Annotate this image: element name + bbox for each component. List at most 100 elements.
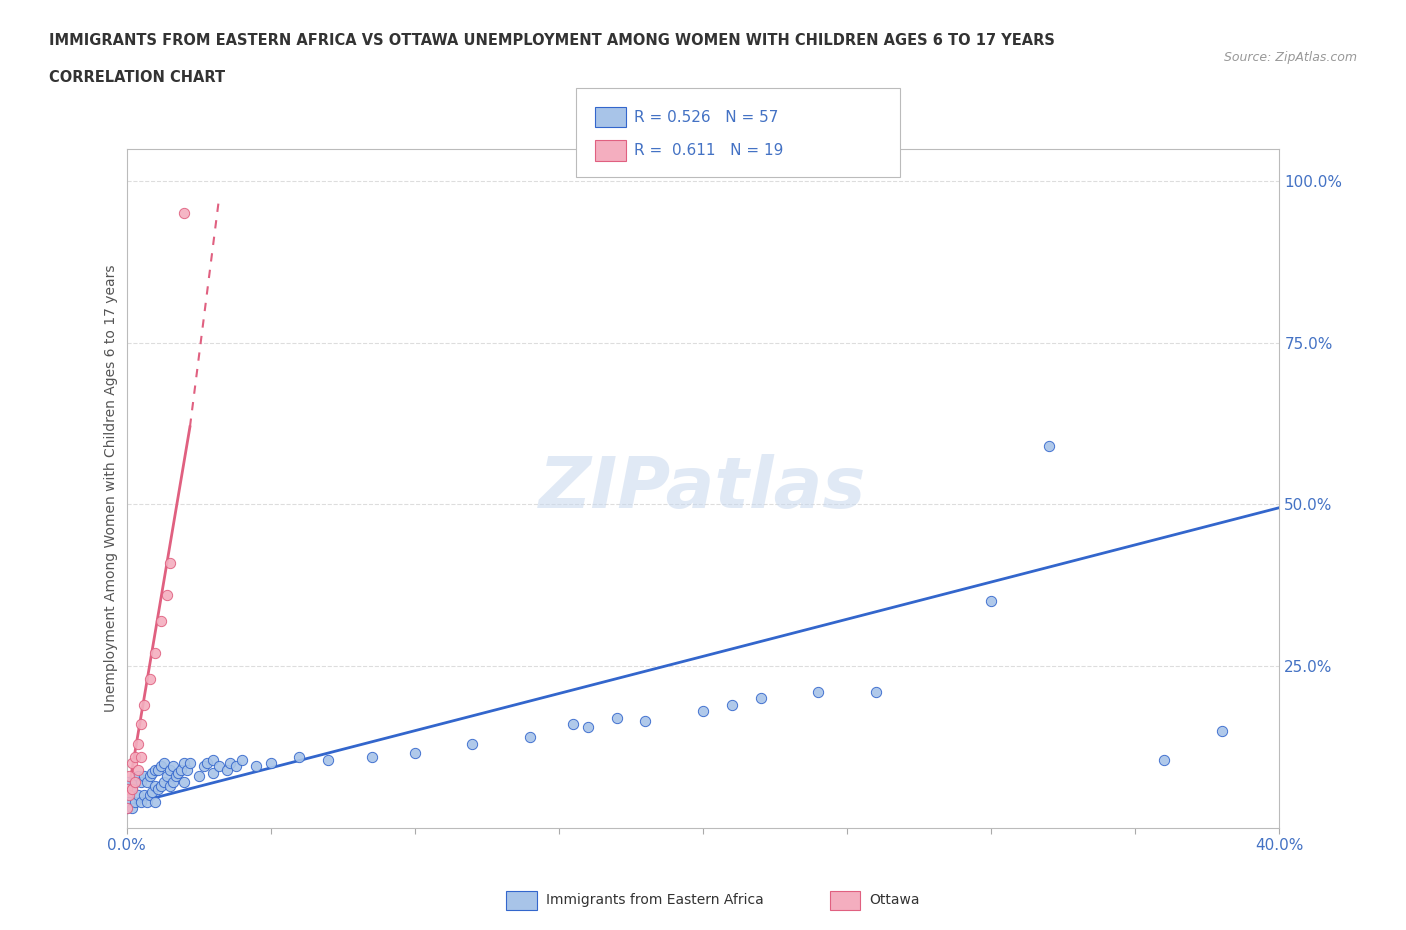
- Point: [145, 762, 166, 777]
- Point: [865, 684, 887, 699]
- Point: [1211, 724, 1233, 738]
- Point: [127, 737, 149, 751]
- Point: [115, 801, 138, 816]
- Point: [162, 775, 184, 790]
- Point: [202, 752, 225, 767]
- Point: [118, 788, 141, 803]
- Text: Source: ZipAtlas.com: Source: ZipAtlas.com: [1223, 51, 1357, 64]
- Point: [132, 698, 155, 712]
- Text: ZIPatlas: ZIPatlas: [540, 454, 866, 523]
- Point: [127, 788, 149, 803]
- Point: [145, 645, 166, 660]
- Point: [132, 768, 155, 783]
- Point: [121, 755, 143, 770]
- Point: [208, 759, 231, 774]
- Point: [118, 768, 141, 783]
- Text: R =  0.611   N = 19: R = 0.611 N = 19: [634, 143, 783, 158]
- Point: [141, 765, 163, 780]
- Point: [115, 801, 138, 816]
- Point: [145, 794, 166, 809]
- Point: [153, 755, 176, 770]
- Point: [605, 711, 627, 725]
- Point: [115, 775, 138, 790]
- Point: [562, 717, 585, 732]
- Point: [404, 746, 426, 761]
- Point: [150, 614, 173, 629]
- Point: [176, 762, 198, 777]
- Point: [135, 775, 157, 790]
- Point: [150, 778, 173, 793]
- Text: CORRELATION CHART: CORRELATION CHART: [49, 70, 225, 85]
- Point: [173, 755, 195, 770]
- Point: [159, 778, 181, 793]
- Point: [634, 713, 657, 728]
- Point: [159, 555, 181, 570]
- Point: [135, 794, 157, 809]
- Point: [173, 206, 195, 221]
- Point: [159, 762, 181, 777]
- Point: [461, 737, 484, 751]
- Point: [202, 765, 225, 780]
- Point: [245, 759, 267, 774]
- Point: [167, 765, 190, 780]
- Point: [1153, 752, 1175, 767]
- Point: [217, 762, 239, 777]
- Point: [187, 768, 209, 783]
- Point: [318, 752, 340, 767]
- Point: [148, 781, 170, 796]
- Point: [121, 781, 143, 796]
- Text: IMMIGRANTS FROM EASTERN AFRICA VS OTTAWA UNEMPLOYMENT AMONG WOMEN WITH CHILDREN : IMMIGRANTS FROM EASTERN AFRICA VS OTTAWA…: [49, 33, 1054, 47]
- Point: [259, 755, 281, 770]
- Point: [749, 691, 772, 706]
- Point: [720, 698, 742, 712]
- Point: [129, 794, 152, 809]
- Point: [129, 775, 152, 790]
- Text: Ottawa: Ottawa: [869, 893, 920, 908]
- Point: [138, 788, 160, 803]
- Point: [162, 759, 184, 774]
- Point: [219, 755, 242, 770]
- Point: [1038, 439, 1060, 454]
- Point: [148, 762, 170, 777]
- Y-axis label: Unemployment Among Women with Children Ages 6 to 17 years: Unemployment Among Women with Children A…: [104, 264, 118, 712]
- Point: [231, 752, 253, 767]
- Point: [288, 750, 311, 764]
- Point: [692, 704, 714, 719]
- Point: [138, 671, 160, 686]
- Point: [173, 775, 195, 790]
- Point: [121, 801, 143, 816]
- Point: [129, 750, 152, 764]
- Point: [153, 775, 176, 790]
- Point: [193, 759, 215, 774]
- Point: [980, 594, 1002, 609]
- Point: [115, 788, 138, 803]
- Point: [179, 755, 201, 770]
- Point: [576, 720, 599, 735]
- Point: [127, 762, 149, 777]
- Point: [195, 755, 218, 770]
- Point: [225, 759, 247, 774]
- Point: [807, 684, 830, 699]
- Point: [129, 717, 152, 732]
- Point: [124, 794, 146, 809]
- Point: [141, 785, 163, 800]
- Point: [156, 588, 179, 603]
- Text: R = 0.526   N = 57: R = 0.526 N = 57: [634, 110, 779, 125]
- Point: [519, 730, 541, 745]
- Point: [121, 781, 143, 796]
- Text: Immigrants from Eastern Africa: Immigrants from Eastern Africa: [546, 893, 763, 908]
- Point: [124, 775, 146, 790]
- Point: [156, 768, 179, 783]
- Point: [127, 768, 149, 783]
- Point: [145, 778, 166, 793]
- Point: [132, 788, 155, 803]
- Point: [124, 775, 146, 790]
- Point: [115, 781, 138, 796]
- Point: [165, 768, 187, 783]
- Point: [124, 750, 146, 764]
- Point: [170, 762, 193, 777]
- Point: [138, 768, 160, 783]
- Point: [360, 750, 382, 764]
- Point: [118, 794, 141, 809]
- Point: [150, 759, 173, 774]
